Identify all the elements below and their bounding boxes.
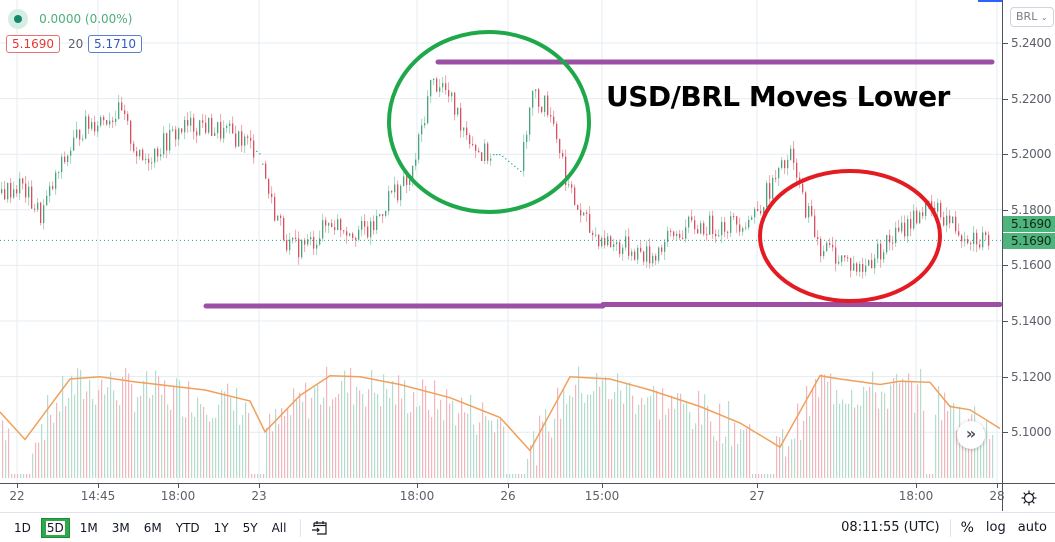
bid-price[interactable]: 5.1690 [6, 35, 60, 53]
bottom-toolbar: 1D 5D 1M 3M 6M YTD 1Y 5Y All 08:11:55 (UTC) % lo… [0, 512, 1055, 542]
scroll-to-realtime-button[interactable]: » [957, 421, 985, 449]
percent-toggle[interactable]: % [960, 519, 974, 536]
time-tick [916, 484, 917, 488]
loading-bar [978, 0, 1002, 2]
price-chart[interactable] [0, 0, 1002, 483]
change-value: 0.0000 (0.00%) [39, 11, 133, 26]
time-label: 14:45 [80, 489, 116, 503]
time-tick [508, 484, 509, 488]
gear-icon [1021, 490, 1037, 505]
divider [300, 518, 302, 537]
currency-selector[interactable]: BRL ⌄ [1010, 7, 1054, 27]
price-tick [1003, 265, 1008, 267]
price-tick [1003, 154, 1008, 156]
range-5y[interactable]: 5Y [242, 520, 258, 535]
time-tick [757, 484, 758, 488]
price-tick [1003, 209, 1008, 211]
divider [949, 518, 951, 537]
time-tick [17, 484, 18, 488]
last-price-tag: 5.1690 [1003, 233, 1055, 249]
bid-price-tag: 5.1690 [1003, 216, 1055, 232]
time-tick [98, 484, 99, 488]
chevron-down-icon: ⌄ [1040, 13, 1048, 22]
time-label: 22 [9, 489, 25, 503]
price-tick [1003, 43, 1008, 44]
time-tick [259, 484, 260, 488]
green-circle-annotation[interactable] [387, 30, 591, 214]
market-status-icon [8, 8, 28, 29]
price-label: 5.1600 [1011, 258, 1052, 273]
price-tick [1003, 98, 1008, 100]
headline-annotation: USD/BRL Moves Lower [606, 80, 950, 113]
price-tick [1003, 321, 1008, 322]
time-label: 23 [251, 489, 267, 503]
time-label: 28 [989, 489, 1005, 503]
volume-ma-line [0, 374, 1001, 452]
price-tick [1003, 376, 1008, 378]
chart-area[interactable]: 0.0000 (0.00%) 5.1690 20 5.1710 USD/BRL … [0, 0, 1002, 483]
price-tick [1003, 432, 1008, 434]
range-1m[interactable]: 1M [79, 520, 98, 535]
log-toggle[interactable]: log [985, 520, 1006, 535]
legend: 0.0000 (0.00%) [8, 8, 132, 29]
volume-bars [2, 366, 994, 478]
range-1d[interactable]: 1D [14, 520, 31, 535]
time-label: 26 [500, 489, 516, 503]
range-5d[interactable]: 5D [40, 517, 70, 538]
range-3m[interactable]: 3M [111, 520, 130, 535]
price-label: 5.1000 [1011, 425, 1052, 440]
spread-value: 20 [68, 37, 84, 51]
price-label: 5.2000 [1011, 147, 1052, 162]
time-axis[interactable]: 22 14:45 18:00 23 18:00 26 15:00 27 18:00 28 [0, 483, 1005, 511]
price-label: 5.2400 [1011, 36, 1052, 50]
goto-date-icon[interactable] [311, 520, 329, 536]
time-label: 27 [749, 489, 765, 503]
price-axis[interactable]: 5.2400 5.2200 5.2000 5.1800 5.1600 5.1400 5.12… [1002, 0, 1055, 483]
time-label: 18:00 [399, 489, 435, 503]
range-6m[interactable]: 6M [143, 520, 162, 535]
time-label: 18:00 [898, 489, 934, 503]
range-all[interactable]: All [271, 520, 287, 535]
time-label: 18:00 [160, 489, 196, 503]
price-label: 5.2200 [1011, 91, 1052, 106]
time-tick [417, 484, 418, 488]
clock[interactable]: 08:11:55 (UTC) [841, 520, 940, 535]
ask-price[interactable]: 5.1710 [88, 35, 142, 53]
time-label: 15:00 [584, 489, 620, 503]
range-ytd[interactable]: YTD [175, 520, 200, 535]
price-label: 5.1800 [1011, 202, 1052, 217]
range-selector: 1D 5D 1M 3M 6M YTD 1Y 5Y All [4, 517, 290, 538]
time-tick [997, 484, 998, 488]
price-label: 5.1200 [1011, 369, 1052, 384]
auto-toggle[interactable]: auto [1017, 520, 1047, 535]
range-1y[interactable]: 1Y [213, 520, 229, 535]
settings-button[interactable] [1002, 483, 1055, 511]
time-tick [602, 484, 603, 488]
price-label: 5.1400 [1011, 314, 1052, 328]
candlesticks [1, 75, 990, 279]
red-circle-annotation[interactable] [758, 169, 942, 303]
time-tick [178, 484, 179, 488]
